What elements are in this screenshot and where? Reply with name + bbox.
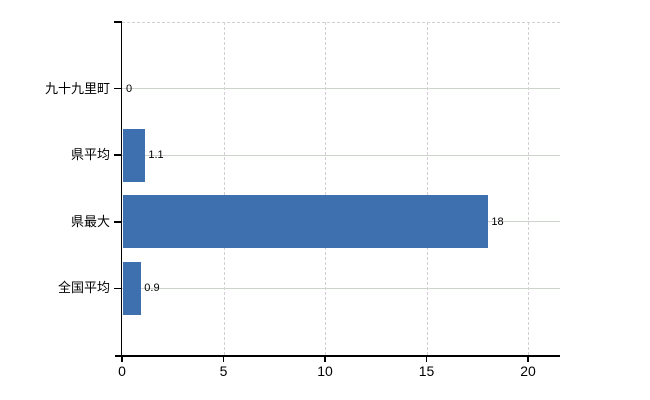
x-axis-tick-label: 15 xyxy=(418,363,435,379)
horizontal-gridline xyxy=(122,88,560,90)
vertical-gridline xyxy=(325,22,326,355)
x-axis-tick-label: 20 xyxy=(520,363,536,379)
value-label: 0 xyxy=(126,82,133,95)
vertical-gridline xyxy=(223,22,225,355)
plot-area: 0 1.1 18 0.9 xyxy=(122,22,560,355)
value-label: 1.1 xyxy=(148,149,164,162)
category-label: 県平均 xyxy=(70,147,110,163)
value-label: 0.9 xyxy=(144,282,160,295)
x-axis-tick-label: 10 xyxy=(317,363,333,379)
value-label: 18 xyxy=(491,215,504,228)
vertical-gridline xyxy=(426,22,428,355)
x-axis-tick xyxy=(222,356,225,362)
y-axis-tick xyxy=(114,154,122,156)
category-label: 県最大 xyxy=(70,213,110,229)
x-axis-tick xyxy=(121,356,123,362)
horizontal-gridline xyxy=(122,287,560,289)
y-axis-tick xyxy=(114,287,122,290)
plot-top-dashed-border xyxy=(122,22,560,23)
x-axis-tick xyxy=(527,356,529,362)
x-axis-tick xyxy=(324,356,326,362)
y-axis-end-tick xyxy=(114,21,122,23)
y-axis-tick xyxy=(114,87,122,90)
vertical-gridline xyxy=(528,22,529,355)
x-axis-tick-label: 5 xyxy=(219,363,228,379)
x-axis-tick-label: 0 xyxy=(118,363,126,379)
horizontal-gridline xyxy=(122,154,560,156)
x-axis-tick xyxy=(425,356,428,362)
bar xyxy=(123,195,489,249)
bar xyxy=(123,128,146,182)
x-axis-line xyxy=(114,355,560,357)
bar xyxy=(123,261,142,315)
category-label: 九十九里町 xyxy=(44,80,110,96)
y-axis-tick xyxy=(114,221,122,223)
category-label: 全国平均 xyxy=(57,280,110,296)
y-axis-line xyxy=(120,22,122,355)
